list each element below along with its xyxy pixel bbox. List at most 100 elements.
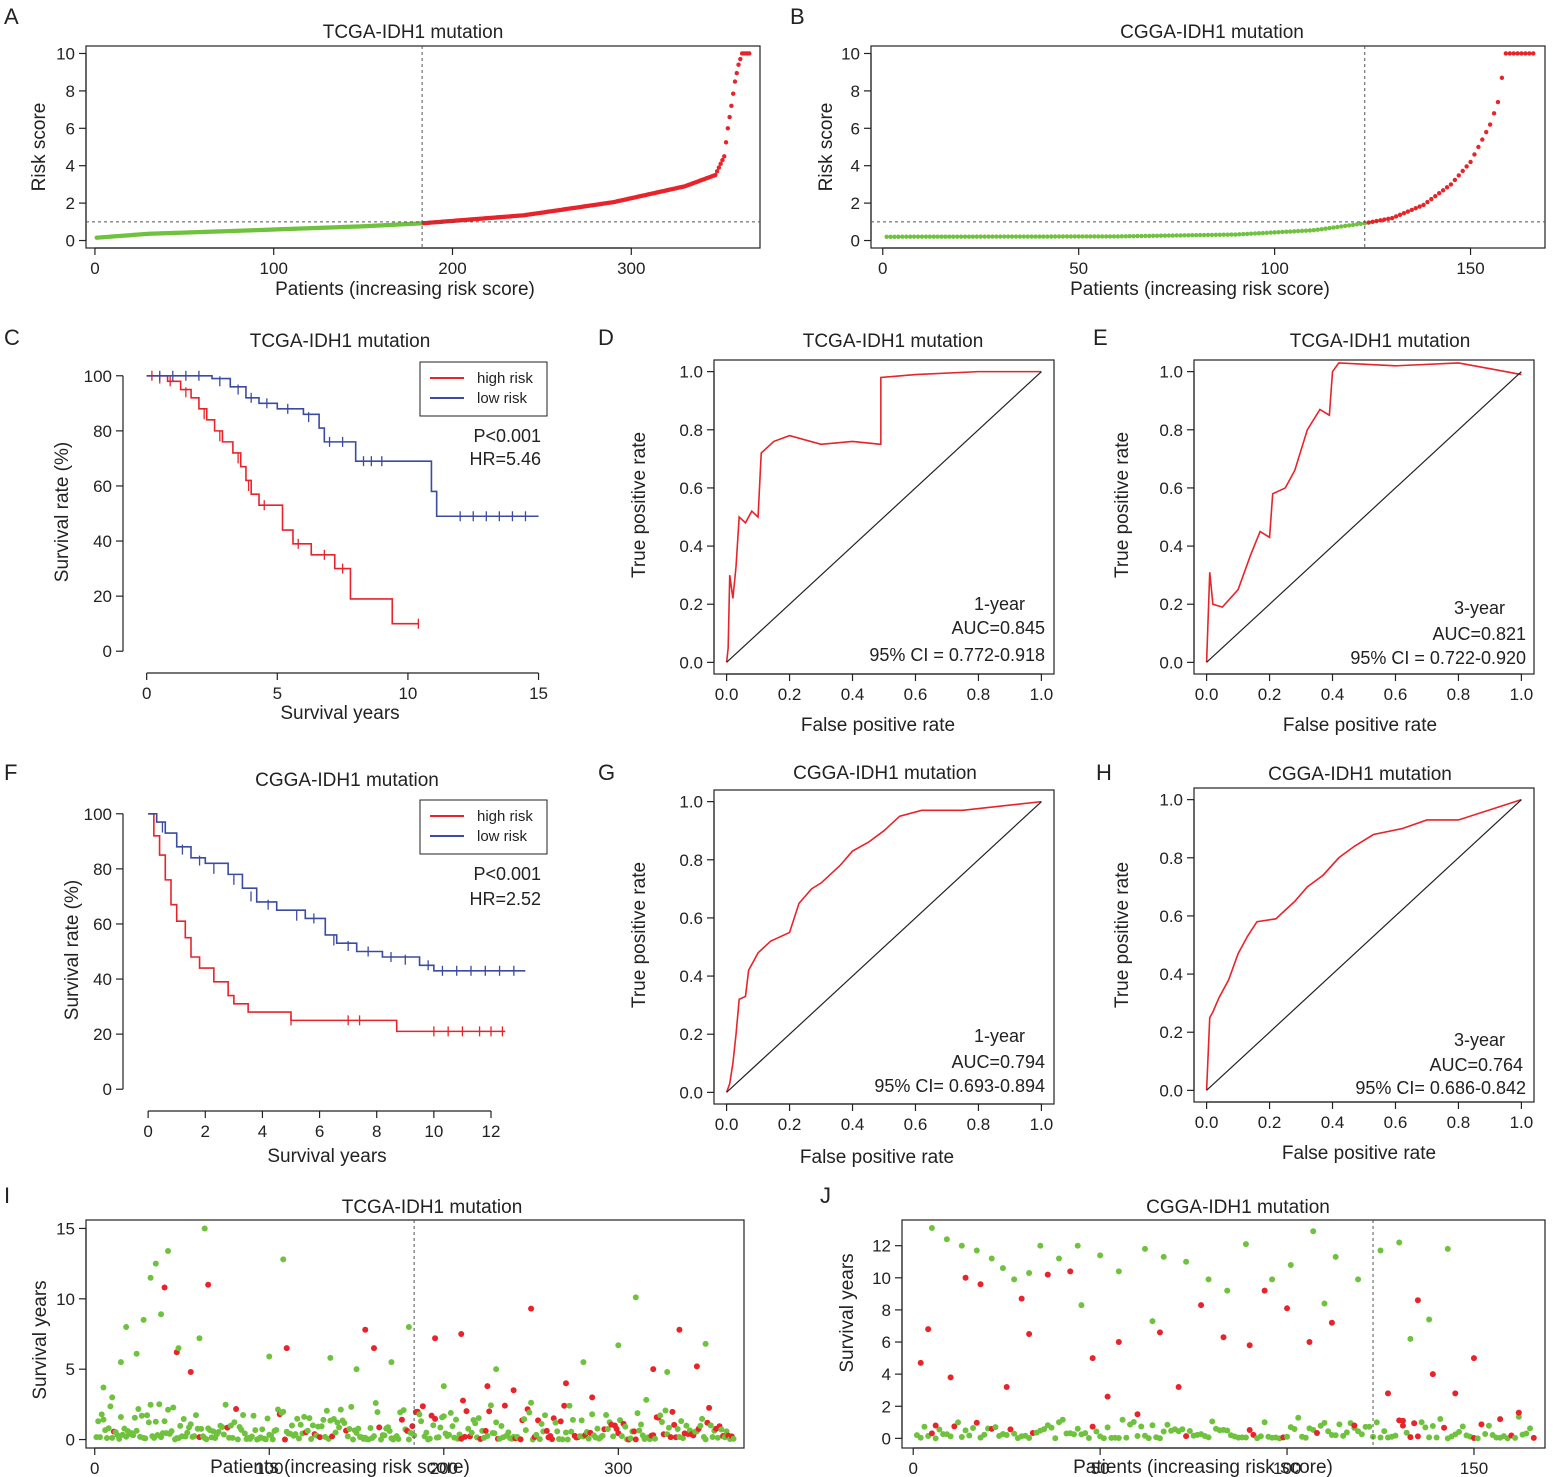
dead-point [676,1326,683,1333]
dead-point [329,1433,336,1440]
alive-point [1093,1428,1100,1435]
panel-e: E TCGA-IDH1 mutation False positive rate… [1093,325,1535,736]
x-tick-label: 4 [258,1122,267,1141]
alive-point [1130,1419,1137,1426]
x-tick-label: 0 [90,1459,99,1477]
y-tick-label: 0.8 [1159,421,1183,440]
x-axis-label: False positive rate [800,1147,954,1168]
dead-point [1220,1334,1227,1341]
hazard-ratio: HR=2.52 [469,889,541,909]
low-risk-point [1209,232,1215,238]
alive-point [1205,1434,1212,1441]
alive-point [107,1403,114,1410]
alive-point [440,1383,447,1390]
low-risk-point [1005,234,1011,239]
high-risk-point [1487,122,1493,127]
high-risk-point [713,172,718,178]
dead-point [1261,1287,1268,1294]
high-risk-point [714,169,720,174]
y-tick-label: 5 [66,1360,75,1379]
panel-label: F [4,760,17,785]
low-risk-point [1099,234,1105,239]
dead-point [928,1430,935,1437]
panel-label: B [790,4,805,29]
high-risk-point [1440,188,1446,193]
y-tick-label: 2 [882,1397,891,1416]
high-risk-point [1460,168,1465,174]
alive-point [658,1418,665,1425]
alive-point [1291,1426,1298,1433]
dead-point [1351,1422,1358,1429]
alive-point [1310,1228,1317,1235]
dead-point [281,1436,288,1443]
alive-point [337,1406,344,1413]
y-tick-label: 100 [84,805,112,824]
high-risk-point [723,140,729,145]
dead-point [925,1326,932,1333]
dead-point [461,1433,468,1440]
y-axis-label: Risk score [29,103,50,192]
legend-entry-low-risk: low risk [477,390,528,407]
low-risk-point [1080,234,1085,239]
alive-point [280,1408,287,1415]
low-risk-point [1260,230,1266,236]
dead-point [650,1366,657,1373]
low-risk-point [1268,230,1273,235]
alive-point [435,1434,442,1441]
alive-point [1426,1316,1433,1323]
alive-point [999,1265,1006,1272]
alive-point [617,1417,624,1424]
panel-j: J CGGA-IDH1 mutation Patients (increasin… [820,1183,1546,1477]
alive-point [344,1433,351,1440]
y-tick-label: 10 [872,1269,891,1288]
y-tick-label: 80 [93,860,112,879]
alive-point [191,1433,198,1440]
alive-point [294,1415,301,1422]
alive-point [683,1422,690,1429]
alive-point [187,1421,194,1428]
alive-point [416,1411,423,1418]
y-tick-label: 0.8 [1159,849,1183,868]
low-risk-point [1284,229,1289,234]
alive-point [585,1435,592,1442]
low-risk-point [1264,230,1269,236]
x-tick-label: 300 [604,1459,632,1477]
dead-point [1007,1426,1014,1433]
high-risk-point [1503,51,1509,56]
dead-point [1429,1371,1436,1378]
alive-point [430,1422,437,1429]
alive-point [559,1436,566,1443]
x-tick-label: 15 [529,684,548,703]
dead-point [1246,1342,1253,1349]
alive-point [266,1353,273,1360]
low-risk-point [986,234,991,239]
hazard-ratio: HR=5.46 [469,449,541,469]
alive-point [135,1405,142,1412]
x-tick-label: 0.6 [904,685,928,704]
alive-point [599,1432,606,1439]
low-risk-point [978,234,983,239]
alive-point [1052,1435,1059,1442]
high-risk-point [729,103,734,109]
alive-point [1381,1428,1388,1435]
alive-point [158,1311,165,1318]
x-tick-label: 8 [372,1122,381,1141]
dead-point [398,1416,405,1423]
x-tick-label: 0.8 [967,685,991,704]
y-tick-label: 10 [56,44,75,63]
alive-point [1426,1434,1433,1441]
x-tick-label: 10 [424,1122,443,1141]
y-axis-label: Survival rate (%) [52,442,73,582]
low-risk-point [955,234,960,239]
high-risk-point [1523,51,1528,56]
alive-point [958,1242,965,1249]
low-risk-point [1119,234,1124,239]
low-risk-point [915,234,921,239]
km-curve-low-risk [146,374,539,518]
alive-point [1224,1427,1231,1434]
low-risk-point [1002,234,1007,239]
low-risk-point [931,234,936,239]
dead-point [486,1408,493,1415]
low-risk-point [1045,234,1050,239]
alive-point [1115,1434,1122,1441]
